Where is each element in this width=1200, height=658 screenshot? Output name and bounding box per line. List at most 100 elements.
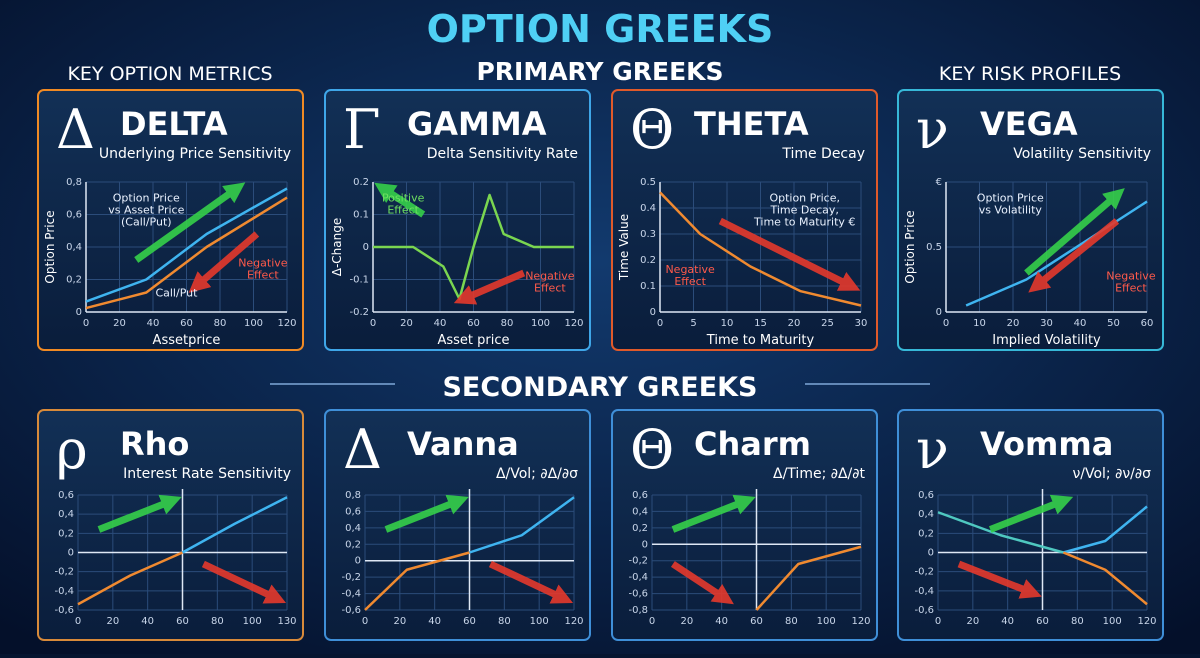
x-tick-label: 15 [754,318,767,329]
x-tick-label: 10 [721,318,734,329]
y-tick-label: 0 [363,242,369,253]
card-symbol: Δ [343,418,382,481]
x-tick-label: 0 [943,318,949,329]
card-subtitle: Interest Rate Sensitivity [123,466,291,482]
x-tick-label: 60 [176,616,189,627]
x-tick-label: 120 [1137,616,1156,627]
x-axis-label: Implied Volatility [992,333,1101,348]
main-title: OPTION GREEKS [427,7,774,51]
card-title: DELTA [120,105,228,143]
x-tick-label: 100 [530,616,549,627]
x-tick-label: 20 [680,616,693,627]
y-tick-label: -0,6 [341,605,361,616]
y-tick-label: -0,8 [628,605,648,616]
y-tick-label: -0,6 [628,589,648,600]
annotation: Option Price [113,192,180,205]
x-tick-label: 100 [531,318,550,329]
x-tick-label: 40 [1074,318,1087,329]
x-tick-label: 40 [141,616,154,627]
y-tick-label: 0,4 [632,506,648,517]
y-tick-label: 0,4 [66,242,82,253]
card-title: THETA [694,105,809,143]
y-tick-label: 0.4 [640,203,656,214]
y-tick-label: 0,8 [66,177,82,188]
arrow [1024,188,1125,276]
y-tick-label: 0.3 [640,229,656,240]
annotation: Negative [665,263,715,276]
card-symbol: Δ [56,98,95,161]
x-tick-label: 20 [113,318,126,329]
card-subtitle: Volatility Sensitivity [1013,146,1151,162]
side-title: KEY RISK PROFILES [939,63,1121,85]
curve [77,551,184,606]
y-tick-label: 0,4 [345,523,361,534]
curve [1062,551,1148,606]
x-tick-label: 80 [1071,616,1084,627]
x-tick-label: 130 [277,616,296,627]
curve [1063,505,1148,554]
y-tick-label: -0,4 [54,586,74,597]
card-subtitle: ν/Vol; ∂ν/∂σ [1072,466,1151,482]
x-tick-label: 120 [564,318,583,329]
annotation: Positive [382,192,425,205]
y-tick-label: 0,6 [58,490,74,501]
y-tick-label: -0,2 [341,572,361,583]
y-tick-label: 0.5 [926,242,942,253]
arrow [453,269,526,305]
x-axis-label: Time to Maturity [706,333,815,348]
y-tick-label: -0,2 [914,567,934,578]
annotation: Negative [238,257,288,270]
x-tick-label: 20 [966,616,979,627]
arrow [97,494,182,533]
y-tick-label: 0 [936,307,942,318]
y-tick-label: € [936,177,942,188]
card-symbol: Γ [343,98,380,161]
y-tick-label: -0,4 [341,589,361,600]
arrow [488,560,574,604]
y-axis-label: Option Price [903,210,917,283]
card [611,409,878,641]
annotation: Time to Maturity € [753,216,855,229]
x-tick-label: 0 [370,318,376,329]
curve [469,496,575,554]
arrow [201,560,287,604]
card-title: Charm [694,425,811,463]
x-tick-label: 60 [1141,318,1154,329]
y-tick-label: 0,2 [66,275,82,286]
annotation: Effect [1115,282,1147,295]
x-tick-label: 20 [393,616,406,627]
y-tick-label: -0,2 [54,567,74,578]
arrow [957,560,1042,599]
x-tick-label: 40 [147,318,160,329]
x-axis-label: Assetprice [153,333,221,348]
x-tick-label: 40 [428,616,441,627]
y-axis-label: Option Price [43,210,57,283]
curve [755,545,862,611]
card [611,89,878,351]
x-tick-label: 60 [467,318,480,329]
annotation: vs Volatility [979,204,1043,217]
curve [85,196,288,310]
y-tick-label: 0.2 [353,177,369,188]
section-title: SECONDARY GREEKS [442,372,757,403]
y-tick-label: 0,4 [918,509,934,520]
x-tick-label: 30 [1040,318,1053,329]
x-tick-label: 120 [277,318,296,329]
card [897,409,1164,641]
x-tick-label: 80 [498,616,511,627]
x-tick-label: 120 [564,616,583,627]
y-tick-label: 0.2 [640,255,656,266]
card-title: Vomma [980,425,1113,463]
y-tick-label: 0,2 [58,528,74,539]
x-tick-label: 100 [1103,616,1122,627]
annotation: Option Price [977,192,1044,205]
x-tick-label: 120 [851,616,870,627]
x-tick-label: 100 [244,318,263,329]
x-tick-label: 0 [649,616,655,627]
y-tick-label: 0,6 [345,506,361,517]
arrow [671,494,756,533]
annotation: Effect [387,204,419,217]
x-tick-label: 40 [715,616,728,627]
x-tick-label: 0 [75,616,81,627]
x-tick-label: 80 [785,616,798,627]
